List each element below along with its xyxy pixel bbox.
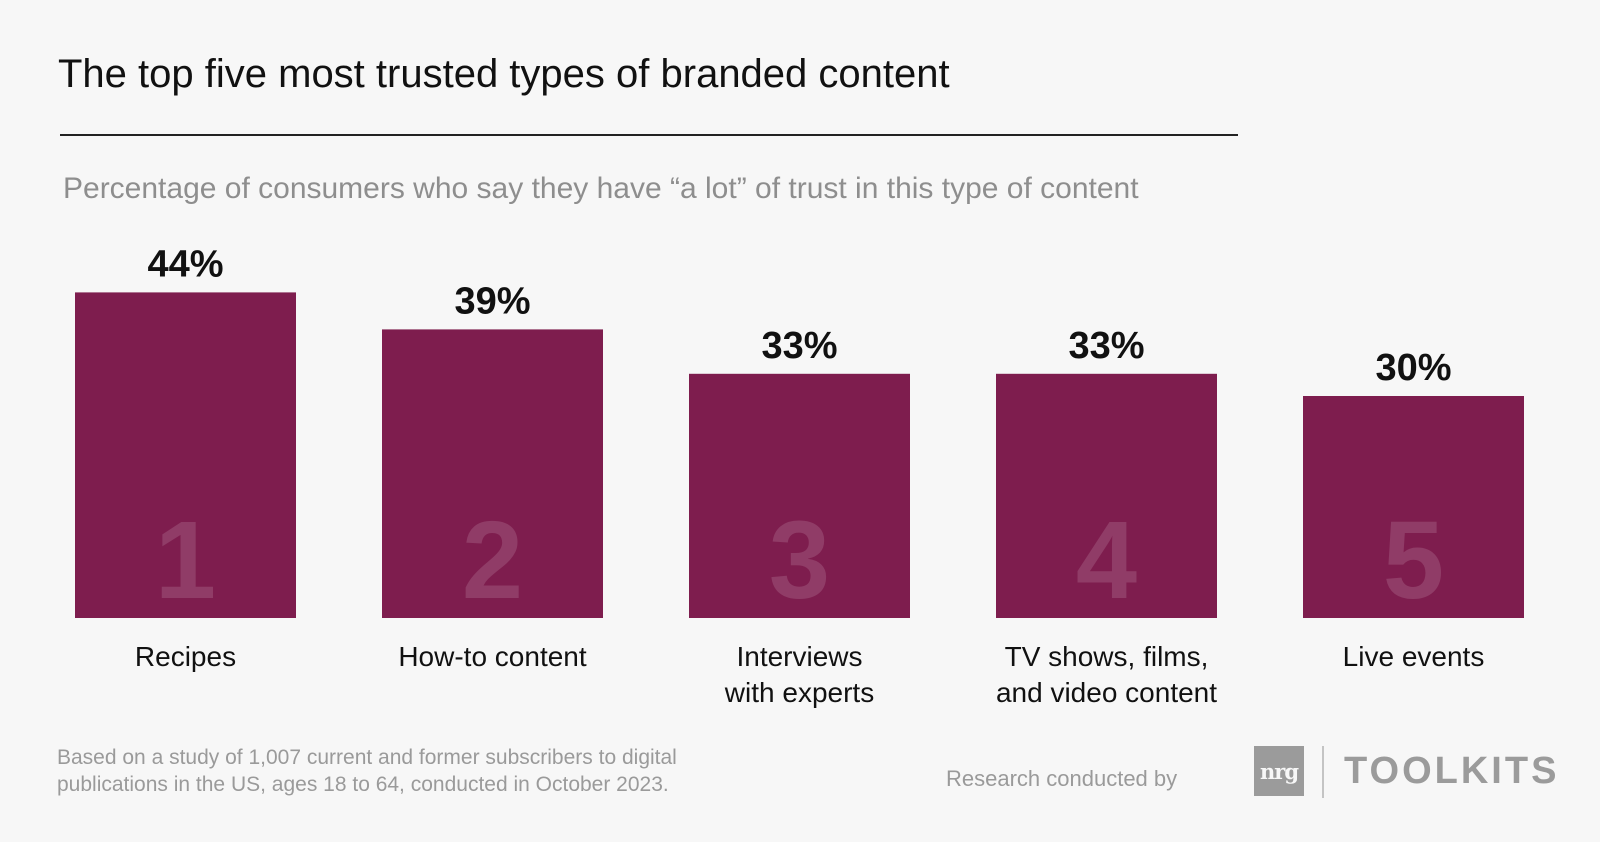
rank-number: 3 xyxy=(769,499,830,622)
bar xyxy=(75,292,296,618)
category-label: Interviews with experts xyxy=(724,641,874,708)
rank-number: 5 xyxy=(1383,499,1444,622)
research-credit: Research conducted by xyxy=(946,766,1178,791)
category-label: TV shows, films, and video content xyxy=(996,641,1217,708)
logo-divider xyxy=(1322,746,1324,798)
value-label: 30% xyxy=(1375,347,1451,389)
category-label: How-to content xyxy=(398,641,587,672)
chart-title: The top five most trusted types of brand… xyxy=(58,52,950,96)
toolkits-logo: TOOLKITS xyxy=(1344,750,1560,792)
bar xyxy=(382,329,603,618)
value-label: 33% xyxy=(761,325,837,367)
nrg-logo-icon: nrg xyxy=(1254,746,1304,796)
value-label: 33% xyxy=(1068,325,1144,367)
rank-number: 1 xyxy=(155,499,216,622)
footnote-line: Based on a study of 1,007 current and fo… xyxy=(57,746,677,769)
rank-number: 2 xyxy=(462,499,523,622)
category-label: Recipes xyxy=(135,641,236,672)
bar xyxy=(996,373,1217,618)
rank-number: 4 xyxy=(1076,499,1137,622)
footnote-line: publications in the US, ages 18 to 64, c… xyxy=(57,773,669,796)
chart-subtitle: Percentage of consumers who say they hav… xyxy=(63,172,1139,205)
title-divider xyxy=(60,134,1238,136)
value-label: 39% xyxy=(454,280,530,322)
value-label: 44% xyxy=(147,243,223,285)
bar xyxy=(1303,396,1524,618)
category-label: Live events xyxy=(1343,641,1485,672)
footnote: Based on a study of 1,007 current and fo… xyxy=(57,744,797,798)
bar xyxy=(689,373,910,618)
